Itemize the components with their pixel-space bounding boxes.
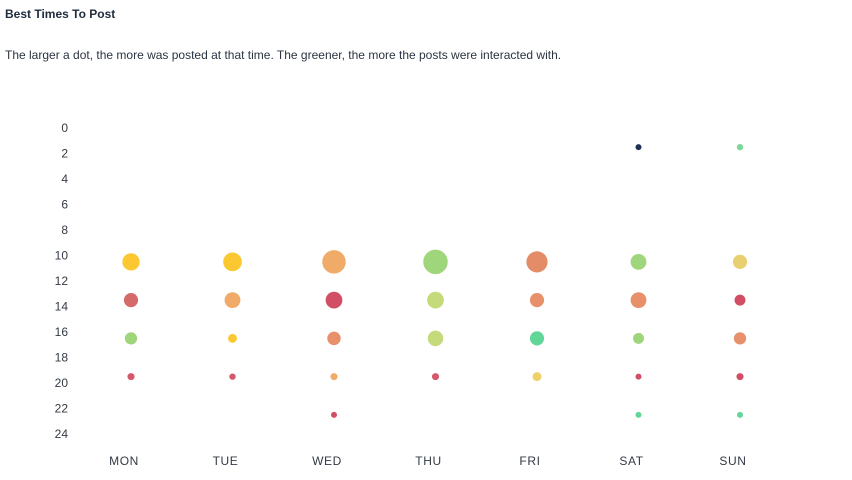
y-tick-label: 12 xyxy=(55,274,69,288)
bubble-point[interactable] xyxy=(331,411,337,418)
y-tick-label: 0 xyxy=(61,121,68,135)
x-tick-label: TUE xyxy=(213,454,239,468)
y-tick-label: 18 xyxy=(55,351,69,365)
y-tick-label: 14 xyxy=(55,300,69,314)
bubble-point[interactable] xyxy=(635,144,642,151)
bubble-point[interactable] xyxy=(330,373,338,381)
bubble-point[interactable] xyxy=(635,411,642,418)
y-tick-label: 16 xyxy=(55,325,69,339)
bubble-point[interactable] xyxy=(431,373,440,381)
bubble-point[interactable] xyxy=(630,292,647,309)
bubble-point[interactable] xyxy=(736,143,744,151)
x-tick-label: SUN xyxy=(719,454,746,468)
bubble-point[interactable] xyxy=(223,252,242,272)
bubble-point[interactable] xyxy=(529,331,545,346)
bubble-point[interactable] xyxy=(124,332,138,345)
bubble-point[interactable] xyxy=(427,291,444,309)
bubble-point[interactable] xyxy=(532,372,542,382)
x-tick-label: SAT xyxy=(619,454,643,468)
bubble-point[interactable] xyxy=(123,293,139,308)
y-tick-label: 10 xyxy=(55,249,69,263)
bubble-point[interactable] xyxy=(229,373,236,380)
bubble-point[interactable] xyxy=(127,373,135,381)
x-tick-label: MON xyxy=(109,454,139,468)
bubble-point[interactable] xyxy=(633,332,644,344)
chart-subtitle: The larger a dot, the more was posted at… xyxy=(5,48,562,62)
bubble-point[interactable] xyxy=(732,254,748,269)
x-tick-label: FRI xyxy=(519,454,540,468)
bubble-point[interactable] xyxy=(733,332,747,345)
bubble-point[interactable] xyxy=(526,251,548,273)
bubble-point[interactable] xyxy=(736,373,744,381)
bubble-point[interactable] xyxy=(734,294,746,306)
bubble-point[interactable] xyxy=(322,250,346,274)
bubble-point[interactable] xyxy=(427,330,444,347)
x-tick-label: WED xyxy=(312,454,342,468)
bubble-point[interactable] xyxy=(635,373,642,380)
bubble-point[interactable] xyxy=(325,291,343,309)
chart-title: Best Times To Post xyxy=(5,7,116,21)
bubble-point[interactable] xyxy=(737,411,743,418)
bubble-point[interactable] xyxy=(529,293,545,308)
y-tick-label: 2 xyxy=(61,147,68,161)
y-tick-label: 8 xyxy=(61,223,68,237)
bubble-point[interactable] xyxy=(327,331,341,346)
y-tick-label: 4 xyxy=(61,172,68,186)
y-tick-label: 6 xyxy=(61,198,68,212)
y-tick-label: 20 xyxy=(55,376,69,390)
y-tick-label: 24 xyxy=(55,427,69,441)
bubble-point[interactable] xyxy=(224,292,241,309)
y-tick-label: 22 xyxy=(55,402,69,416)
bubble-point[interactable] xyxy=(630,253,647,270)
x-tick-label: THU xyxy=(415,454,441,468)
bubble-point[interactable] xyxy=(423,249,448,275)
bubble-point[interactable] xyxy=(122,253,140,271)
bubble-point[interactable] xyxy=(228,333,237,343)
